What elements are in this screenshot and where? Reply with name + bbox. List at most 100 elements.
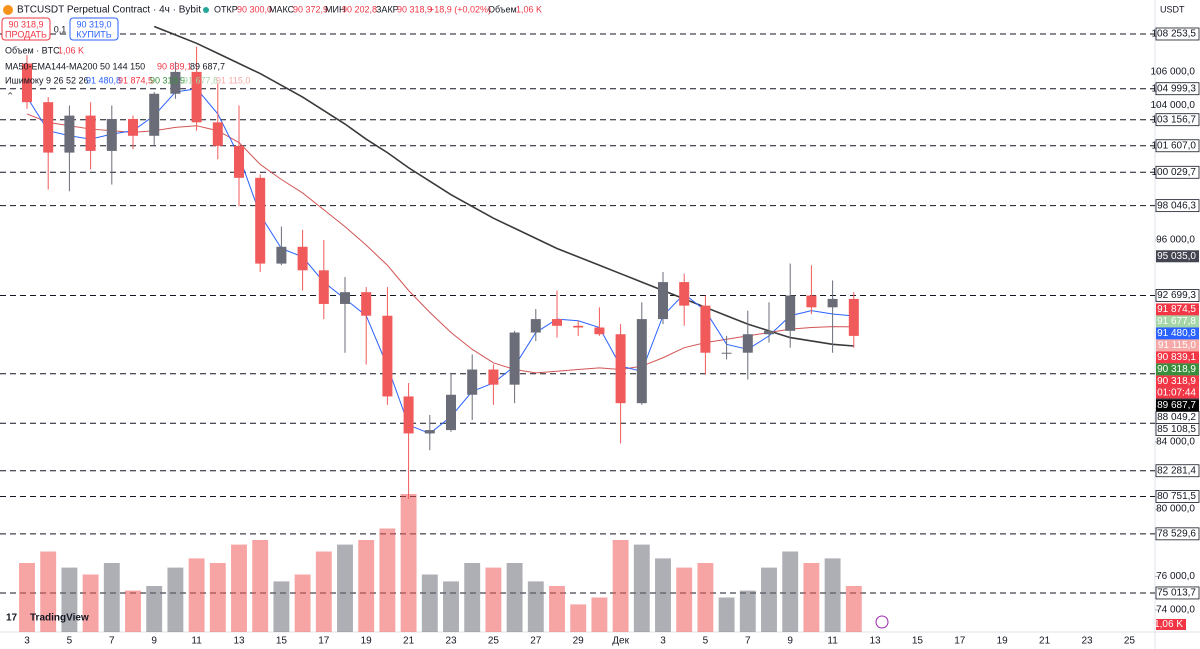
price-label: 80 751,5 bbox=[1157, 491, 1196, 502]
indicator-name: Объем · BTC bbox=[5, 45, 60, 55]
x-tick-label: 11 bbox=[191, 636, 202, 647]
ohlc-label: МИН bbox=[325, 4, 345, 14]
candle-body bbox=[297, 246, 308, 271]
price-label: 88 049,2 bbox=[1157, 412, 1196, 423]
ohlc-value: 1,06 K bbox=[516, 4, 542, 14]
price-label-box bbox=[1155, 423, 1200, 436]
x-tick-label: 21 bbox=[1039, 636, 1051, 647]
candle-body bbox=[636, 319, 647, 404]
volume-bar bbox=[824, 558, 841, 632]
x-tick-label: 23 bbox=[445, 636, 457, 647]
x-tick-label: 19 bbox=[361, 636, 373, 647]
header: BTCUSDT Perpetual Contract · 4ч · Bybit … bbox=[1, 4, 1185, 629]
x-tick-label: 27 bbox=[530, 636, 542, 647]
x-tick-label: 7 bbox=[745, 636, 751, 647]
x-tick-label: 17 bbox=[954, 636, 966, 647]
volume-bar bbox=[421, 574, 438, 632]
candle-body bbox=[276, 246, 287, 264]
status-dot bbox=[203, 7, 209, 13]
indicator-value: 89 687,7 bbox=[190, 61, 225, 71]
x-tick-label: 17 bbox=[318, 636, 330, 647]
price-label-box bbox=[1156, 375, 1199, 388]
candle-body bbox=[764, 330, 774, 335]
y-tick-label: 104 000,0 bbox=[1151, 100, 1196, 111]
indicator-name: Ишимоку 9 26 52 26 bbox=[5, 75, 89, 85]
candle-body bbox=[22, 63, 32, 103]
price-label: 90 839,1 bbox=[1157, 352, 1196, 363]
price-label: 103 156,7 bbox=[1152, 114, 1197, 125]
brand-logo: 17 bbox=[6, 613, 18, 624]
volume-bar bbox=[231, 544, 247, 632]
y-tick-label: 76 000,0 bbox=[1156, 571, 1195, 582]
candle-body bbox=[509, 332, 520, 385]
ohlc-value: 90 318,9 bbox=[397, 4, 432, 14]
ohlc-value: 90 202,8 bbox=[342, 4, 377, 14]
volume-bar bbox=[61, 567, 78, 632]
price-label-box bbox=[1156, 327, 1199, 340]
symbol: BTCUSDT Perpetual Contract · 4ч · Bybit bbox=[17, 5, 201, 16]
volume-bar bbox=[527, 581, 544, 632]
candle-body bbox=[64, 115, 75, 153]
candle-body bbox=[848, 298, 859, 336]
candle-body bbox=[552, 319, 562, 326]
volume-bar bbox=[633, 544, 650, 632]
candle-body bbox=[721, 352, 732, 354]
volume-bar bbox=[379, 528, 396, 632]
volume-bar bbox=[803, 563, 820, 632]
alert-icon[interactable] bbox=[875, 615, 889, 629]
x-tick-label: 19 bbox=[997, 636, 1009, 647]
volume-bar bbox=[761, 567, 777, 632]
volume-marker: 1,06 K bbox=[1154, 619, 1183, 630]
volume-bar bbox=[464, 563, 481, 632]
sell-button[interactable] bbox=[1, 17, 51, 41]
price-label: 100 029,7 bbox=[1152, 167, 1197, 178]
indicator-value: 91 115,0 bbox=[216, 75, 250, 85]
buy-label: КУПИТЬ bbox=[76, 29, 111, 39]
volume-bar bbox=[188, 558, 205, 632]
candle-body bbox=[488, 369, 499, 385]
currency: USDT bbox=[1160, 4, 1185, 14]
ohlc-change: +18,9 (+0,02%) bbox=[429, 4, 491, 14]
indicator-value: 91 677,8 bbox=[183, 75, 218, 85]
price-label: 89 687,7 bbox=[1157, 400, 1196, 411]
price-label: 91 874,5 bbox=[1157, 304, 1196, 315]
candle-body bbox=[446, 394, 456, 431]
candle-body bbox=[785, 295, 796, 331]
ohlc-label: МАКС bbox=[269, 4, 295, 14]
sell-label: ПРОДАТЬ bbox=[5, 29, 47, 39]
x-tick-label: Дек bbox=[612, 636, 629, 647]
volume-bar bbox=[506, 563, 523, 632]
candle-body bbox=[700, 305, 711, 353]
ohlc-label: ОТКР bbox=[214, 4, 238, 14]
candle-body bbox=[530, 319, 541, 333]
plot bbox=[0, 25, 1155, 632]
price-label-box bbox=[1155, 82, 1200, 96]
volume-bar bbox=[358, 540, 375, 632]
volume-bar bbox=[146, 586, 163, 632]
volume-bar bbox=[252, 540, 269, 632]
price-label: 95 035,0 bbox=[1157, 251, 1196, 262]
price-label: 91 115,0 bbox=[1158, 340, 1197, 351]
buy-button[interactable] bbox=[69, 17, 119, 41]
candle-body bbox=[594, 327, 605, 335]
x-tick-label: 13 bbox=[869, 636, 881, 647]
candle-body bbox=[573, 325, 584, 328]
price-label-box bbox=[1156, 399, 1199, 412]
candle-body bbox=[149, 93, 160, 136]
indicator-name: MA50-EMA144-MA200 50 144 150 bbox=[5, 61, 145, 71]
indicator-line bbox=[26, 113, 854, 374]
collapse-icon[interactable]: ⌃ bbox=[6, 92, 14, 103]
candle-body bbox=[234, 145, 244, 178]
candle-body bbox=[679, 282, 690, 306]
volume-marker-box bbox=[1156, 619, 1186, 630]
price-label: 78 529,6 bbox=[1157, 528, 1196, 539]
price-label-box bbox=[1155, 490, 1200, 503]
x-tick-label: 11 bbox=[827, 636, 838, 647]
volume-bar bbox=[443, 581, 459, 632]
volume-bar bbox=[294, 574, 311, 632]
price-label: 90 318,9 bbox=[1157, 376, 1196, 387]
volume-bar bbox=[549, 586, 565, 632]
x-tick-label: 23 bbox=[1081, 636, 1093, 647]
candle-body bbox=[403, 396, 414, 434]
